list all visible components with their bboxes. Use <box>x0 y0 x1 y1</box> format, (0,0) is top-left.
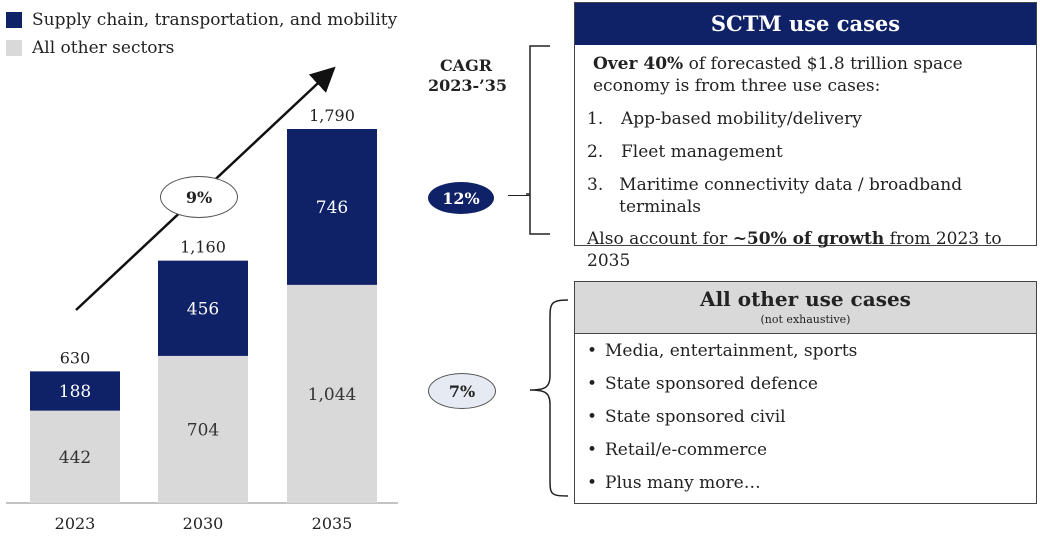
sctm-use-case-number: 3. <box>587 175 604 195</box>
cagr-header-line2: 2023-’35 <box>428 76 508 95</box>
other-use-case-list: • Media, entertainment, sports • State spon… <box>587 340 1026 505</box>
sctm-use-case-item: 2. Fleet management <box>587 141 1026 163</box>
cagr-header: CAGR 2023-’35 <box>428 56 508 96</box>
bar-value-label: 188 <box>59 382 91 402</box>
other-use-case-text: Retail/e-commerce <box>605 440 767 460</box>
sctm-use-case-text: App-based mobility/delivery <box>621 109 862 129</box>
sctm-bracket <box>526 45 550 235</box>
sctm-panel: SCTM use cases Over 40% of forecasted $1… <box>574 2 1037 271</box>
sctm-use-case-text: Maritime connectivity data / broadband t… <box>619 175 963 217</box>
bar-segment <box>30 371 120 411</box>
bar-segment <box>158 260 248 356</box>
sctm-footer: Also account for ~50% of growth from 202… <box>587 228 1026 272</box>
other-use-case-text: State sponsored defence <box>605 374 818 394</box>
stacked-bar-chart: 442 188 630 2023 704 456 1,160 2030 1,044 746 1,79… <box>6 66 398 533</box>
x-tick-label: 2030 <box>183 514 224 533</box>
sctm-use-case-item: 3. Maritime connectivity data / broadband… <box>587 174 1026 218</box>
legend-swatch-navy <box>6 12 22 28</box>
other-use-case-item: • Media, entertainment, sports <box>587 340 1026 373</box>
x-tick-label: 2023 <box>55 514 96 533</box>
other-cagr-badge: 7% <box>428 373 496 409</box>
bullet-icon: • <box>587 440 598 460</box>
bullet-icon: • <box>587 341 598 361</box>
other-use-case-item: • Retail/e-commerce <box>587 439 1026 472</box>
sctm-footer-post: from 2023 to 2035 <box>587 229 1002 271</box>
other-panel: All other use cases (not exhaustive) • Me… <box>574 281 1037 504</box>
bar-segment <box>158 355 248 503</box>
sctm-connector-line <box>508 195 530 196</box>
bullet-icon: • <box>587 407 598 427</box>
bar-value-label: 746 <box>316 198 348 218</box>
x-tick-label: 2035 <box>312 514 353 533</box>
sctm-cagr-badge: 12% <box>428 182 494 214</box>
sctm-intro-bold: Over 40% <box>593 54 684 74</box>
cagr-header-line1: CAGR <box>439 56 493 75</box>
legend-item-other: All other sectors <box>6 38 174 58</box>
sctm-use-case-number: 2. <box>587 142 604 162</box>
bar-value-label: 1,044 <box>308 385 357 405</box>
sctm-use-case-number: 1. <box>587 109 604 129</box>
sctm-panel-title: SCTM use cases <box>575 3 1036 45</box>
bar-total-label: 1,160 <box>180 238 226 257</box>
legend-label-supply-chain: Supply chain, transportation, and mobili… <box>32 10 398 30</box>
other-use-case-text: Plus many more… <box>605 473 761 493</box>
bullet-icon: • <box>587 374 598 394</box>
other-curly-brace <box>529 299 569 497</box>
other-panel-header: All other use cases (not exhaustive) <box>575 282 1036 334</box>
other-use-case-item: • State sponsored civil <box>587 406 1026 439</box>
legend-item-supply-chain: Supply chain, transportation, and mobili… <box>6 10 397 30</box>
legend-label-other: All other sectors <box>32 38 175 58</box>
other-use-case-item: • State sponsored defence <box>587 373 1026 406</box>
other-panel-subtitle: (not exhaustive) <box>760 313 851 326</box>
bar-value-label: 456 <box>187 299 219 319</box>
sctm-intro-rest: of forecasted $1.8 trillion space econom… <box>593 54 963 96</box>
bar-segment <box>287 129 377 285</box>
bar-total-label: 630 <box>60 348 91 367</box>
bullet-icon: • <box>587 473 598 493</box>
sctm-use-case-list: 1. App-based mobility/delivery 2. Fleet man… <box>587 108 1026 218</box>
other-panel-title: All other use cases <box>700 287 911 311</box>
overall-cagr-value: 9% <box>185 187 213 207</box>
sctm-cagr-value: 12% <box>442 188 480 208</box>
other-cagr-value: 7% <box>448 381 476 401</box>
other-use-case-text: Media, entertainment, sports <box>605 341 858 361</box>
overall-cagr-badge: 9% <box>160 176 238 218</box>
sctm-intro: Over 40% of forecasted $1.8 trillion spa… <box>593 53 1026 97</box>
legend-swatch-grey <box>6 40 22 56</box>
bar-total-label: 1,790 <box>309 106 355 125</box>
other-use-case-item: • Plus many more… <box>587 472 1026 505</box>
sctm-use-case-item: 1. App-based mobility/delivery <box>587 108 1026 130</box>
bar-segment <box>287 284 377 503</box>
other-use-case-text: State sponsored civil <box>605 407 786 427</box>
sctm-use-case-text: Fleet management <box>621 142 783 162</box>
bar-value-label: 704 <box>187 420 219 440</box>
sctm-footer-pre: Also account for <box>587 229 733 249</box>
bar-segment <box>30 410 120 503</box>
bar-value-label: 442 <box>59 448 91 468</box>
sctm-footer-bold: ~50% of growth <box>732 229 885 249</box>
